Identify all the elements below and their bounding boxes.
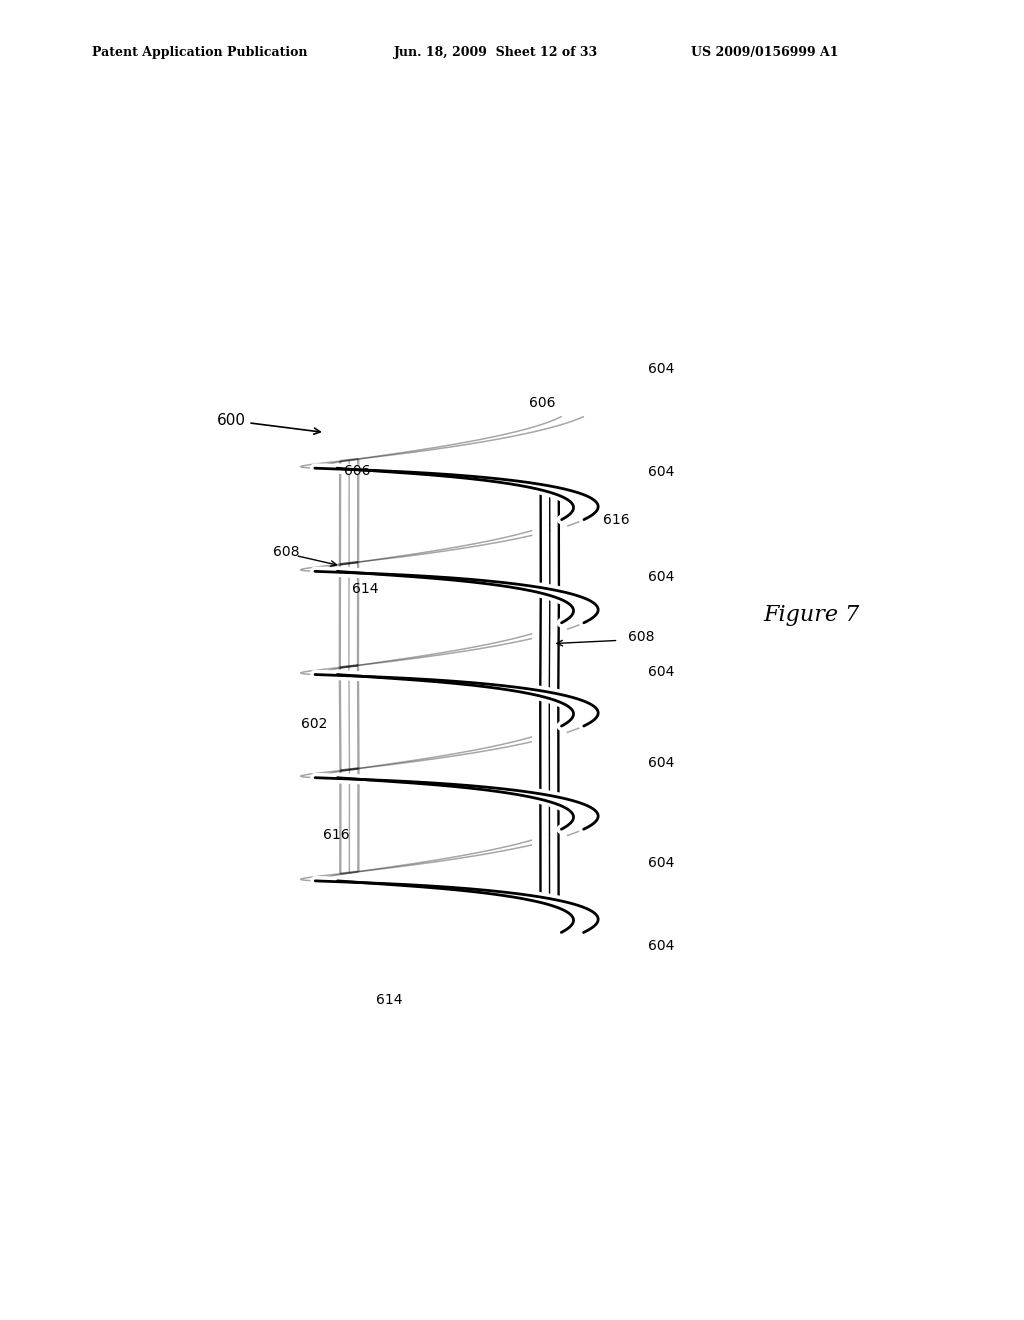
Text: 608: 608 [273, 545, 300, 558]
Text: 606: 606 [528, 396, 555, 411]
Text: 604: 604 [648, 665, 674, 680]
Text: 604: 604 [648, 570, 674, 583]
Text: 600: 600 [216, 413, 321, 434]
Text: 604: 604 [648, 465, 674, 479]
Text: Figure 7: Figure 7 [763, 605, 859, 626]
Text: 604: 604 [648, 857, 674, 870]
Text: 604: 604 [648, 362, 674, 376]
Polygon shape [315, 880, 598, 932]
Text: 614: 614 [376, 993, 402, 1007]
Text: US 2009/0156999 A1: US 2009/0156999 A1 [691, 46, 839, 59]
Polygon shape [315, 777, 598, 829]
Text: Patent Application Publication: Patent Application Publication [92, 46, 307, 59]
Text: 606: 606 [344, 463, 371, 478]
Text: Jun. 18, 2009  Sheet 12 of 33: Jun. 18, 2009 Sheet 12 of 33 [394, 46, 598, 59]
Text: 608: 608 [628, 630, 654, 644]
Text: 614: 614 [352, 582, 378, 595]
Text: 604: 604 [648, 756, 674, 771]
Polygon shape [315, 572, 598, 623]
Text: 616: 616 [324, 828, 350, 842]
Text: 602: 602 [301, 717, 328, 731]
Text: 604: 604 [648, 939, 674, 953]
Text: 616: 616 [602, 512, 629, 527]
Polygon shape [314, 469, 598, 520]
Polygon shape [315, 675, 598, 726]
